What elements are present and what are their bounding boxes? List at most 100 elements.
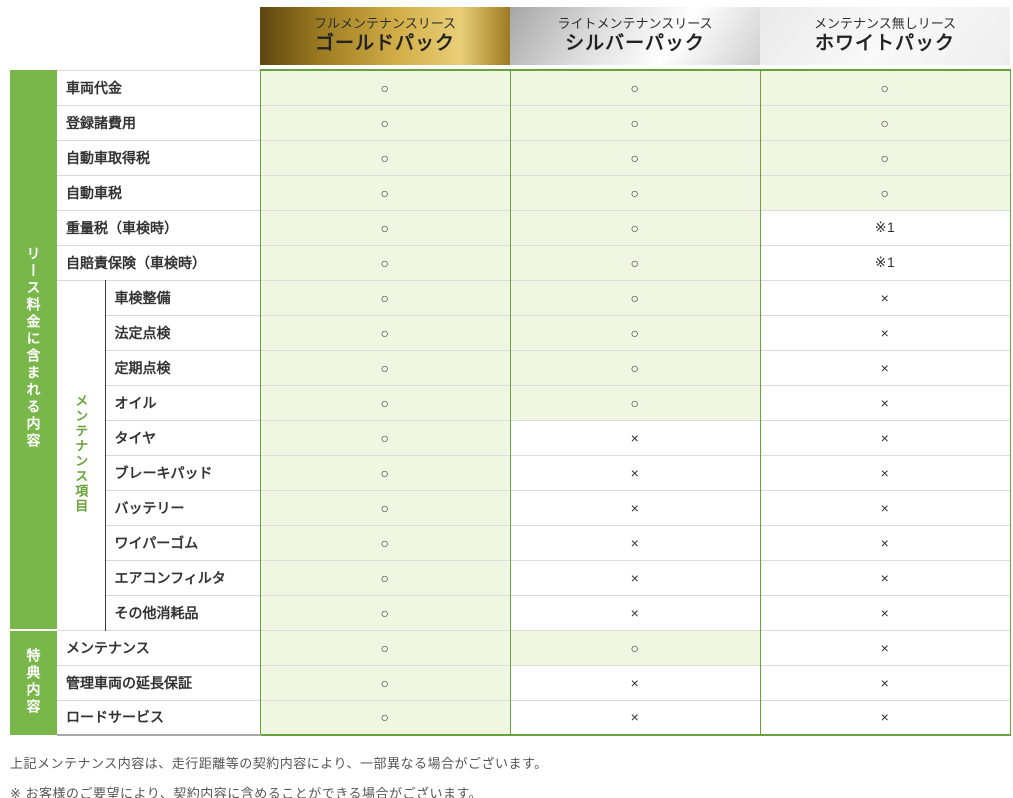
plan-header-silver: ライトメンテナンスリース シルバーパック xyxy=(510,7,760,65)
row-label: 登録諸費用 xyxy=(57,104,260,140)
value-cell-silver: × xyxy=(509,699,761,736)
plan-type-label: フルメンテナンスリース xyxy=(313,16,457,31)
group-bar-lease-contents: リース料金に含まれる内容 xyxy=(10,70,57,630)
value-cell-gold: ○ xyxy=(259,244,511,280)
value-cell-silver: × xyxy=(509,664,761,700)
row-label: ワイパーゴム xyxy=(105,524,260,560)
footer-notes: 上記メンテナンス内容は、走行距離等の契約内容により、一部異なる場合がございます。… xyxy=(10,753,1000,798)
value-cell-gold: ○ xyxy=(259,664,511,700)
value-cell-silver: ○ xyxy=(509,314,761,350)
comparison-table-body: リース料金に含まれる内容 車両代金 ○ ○ ○ 登録諸費用 ○ ○ ○ 自動車取得税 ○ ○ ○ 自動車税… xyxy=(10,69,1011,736)
value-cell-gold: ○ xyxy=(259,594,511,630)
plan-header-spacer xyxy=(10,7,260,65)
table-row: 法定点検 ○ ○ × xyxy=(10,314,1011,350)
row-label: 車両代金 xyxy=(57,69,260,105)
value-cell-gold: ○ xyxy=(259,314,511,350)
table-row: 自動車税 ○ ○ ○ xyxy=(10,174,1011,210)
footer-note-2: ※ お客様のご要望により、契約内容に含めることができる場合がございます。 xyxy=(10,786,483,798)
value-cell-silver: × xyxy=(509,454,761,490)
table-row: その他消耗品 ○ × × xyxy=(10,594,1011,630)
value-cell-white: × xyxy=(759,279,1011,315)
value-cell-silver: × xyxy=(509,559,761,595)
table-row: リース料金に含まれる内容 車両代金 ○ ○ ○ xyxy=(10,69,1011,630)
value-cell-silver: × xyxy=(509,489,761,525)
row-label: 重量税（車検時） xyxy=(57,209,260,245)
plan-header-white: メンテナンス無しリース ホワイトパック xyxy=(760,7,1010,65)
table-row: 自動車取得税 ○ ○ ○ xyxy=(10,139,1011,175)
sub-bar-maintenance-items: メンテナンス項目 xyxy=(57,279,106,630)
value-cell-white: × xyxy=(759,314,1011,350)
plan-pack-label: ホワイトパック xyxy=(814,33,955,55)
table-row: 登録諸費用 ○ ○ ○ xyxy=(10,104,1011,140)
value-cell-white: × xyxy=(759,524,1011,560)
value-cell-gold: ○ xyxy=(259,559,511,595)
value-cell-white: × xyxy=(759,629,1011,665)
table-row: ワイパーゴム ○ × × xyxy=(10,524,1011,560)
value-cell-silver: ○ xyxy=(509,139,761,175)
row-label: 管理車両の延長保証 xyxy=(57,664,260,700)
value-cell-gold: ○ xyxy=(259,69,511,105)
table-row: オイル ○ ○ × xyxy=(10,384,1011,420)
value-cell-silver: ○ xyxy=(509,384,761,420)
row-label: ロードサービス xyxy=(57,699,260,736)
value-cell-gold: ○ xyxy=(259,104,511,140)
group-bar-benefits: 特典内容 xyxy=(10,629,57,735)
table-row: ブレーキパッド ○ × × xyxy=(10,454,1011,490)
value-cell-white: × xyxy=(759,489,1011,525)
value-cell-gold: ○ xyxy=(259,209,511,245)
row-label: 法定点検 xyxy=(105,314,260,350)
value-cell-white: × xyxy=(759,664,1011,700)
row-label: 自動車税 xyxy=(57,174,260,210)
row-label: 自動車取得税 xyxy=(57,139,260,175)
value-cell-silver: ○ xyxy=(509,174,761,210)
table-row: エアコンフィルタ ○ × × xyxy=(10,559,1011,595)
plan-header-row: フルメンテナンスリース ゴールドパック ライトメンテナンスリース シルバーパック… xyxy=(10,7,1010,65)
table-row: 定期点検 ○ ○ × xyxy=(10,349,1011,385)
value-cell-silver: × xyxy=(509,594,761,630)
plan-type-label: ライトメンテナンスリース xyxy=(557,16,713,31)
value-cell-white: × xyxy=(759,384,1011,420)
value-cell-silver: × xyxy=(509,524,761,560)
value-cell-silver: ○ xyxy=(509,244,761,280)
group-bar-benefits-label: 特典内容 xyxy=(25,647,42,716)
footer-note-1: 上記メンテナンス内容は、走行距離等の契約内容により、一部異なる場合がございます。 xyxy=(10,756,548,771)
value-cell-gold: ○ xyxy=(259,174,511,210)
value-cell-gold: ○ xyxy=(259,279,511,315)
group-bar-lease-label: リース料金に含まれる内容 xyxy=(25,246,42,450)
value-cell-gold: ○ xyxy=(259,629,511,665)
row-label: オイル xyxy=(105,384,260,420)
value-cell-gold: ○ xyxy=(259,384,511,420)
value-cell-gold: ○ xyxy=(259,699,511,736)
table-row: タイヤ ○ × × xyxy=(10,419,1011,455)
row-label: その他消耗品 xyxy=(105,594,260,630)
row-label: 定期点検 xyxy=(105,349,260,385)
row-label: 自賠責保険（車検時） xyxy=(57,244,260,280)
table-row: ロードサービス ○ × × xyxy=(10,699,1011,736)
value-cell-white: × xyxy=(759,699,1011,736)
value-cell-white: ○ xyxy=(759,104,1011,140)
plan-header-gold: フルメンテナンスリース ゴールドパック xyxy=(260,7,510,65)
value-cell-white: ○ xyxy=(759,69,1011,105)
row-label: エアコンフィルタ xyxy=(105,559,260,595)
value-cell-white: × xyxy=(759,559,1011,595)
row-label: メンテナンス xyxy=(57,629,260,665)
plan-type-label: メンテナンス無しリース xyxy=(813,16,957,31)
value-cell-white: × xyxy=(759,454,1011,490)
value-cell-gold: ○ xyxy=(259,489,511,525)
value-cell-white: × xyxy=(759,594,1011,630)
plan-pack-label: シルバーパック xyxy=(565,33,705,55)
value-cell-silver: ○ xyxy=(509,629,761,665)
plan-pack-label: ゴールドパック xyxy=(314,33,455,55)
value-cell-silver: ○ xyxy=(509,209,761,245)
row-label: バッテリー xyxy=(105,489,260,525)
value-cell-gold: ○ xyxy=(259,139,511,175)
value-cell-white: ○ xyxy=(759,174,1011,210)
value-cell-gold: ○ xyxy=(259,524,511,560)
table-row: 特典内容 メンテナンス ○ ○ × xyxy=(10,629,1011,735)
table-row: バッテリー ○ × × xyxy=(10,489,1011,525)
table-row: メンテナンス項目 車検整備 ○ ○ × xyxy=(10,279,1011,630)
row-label: タイヤ xyxy=(105,419,260,455)
value-cell-gold: ○ xyxy=(259,349,511,385)
value-cell-silver: ○ xyxy=(509,104,761,140)
